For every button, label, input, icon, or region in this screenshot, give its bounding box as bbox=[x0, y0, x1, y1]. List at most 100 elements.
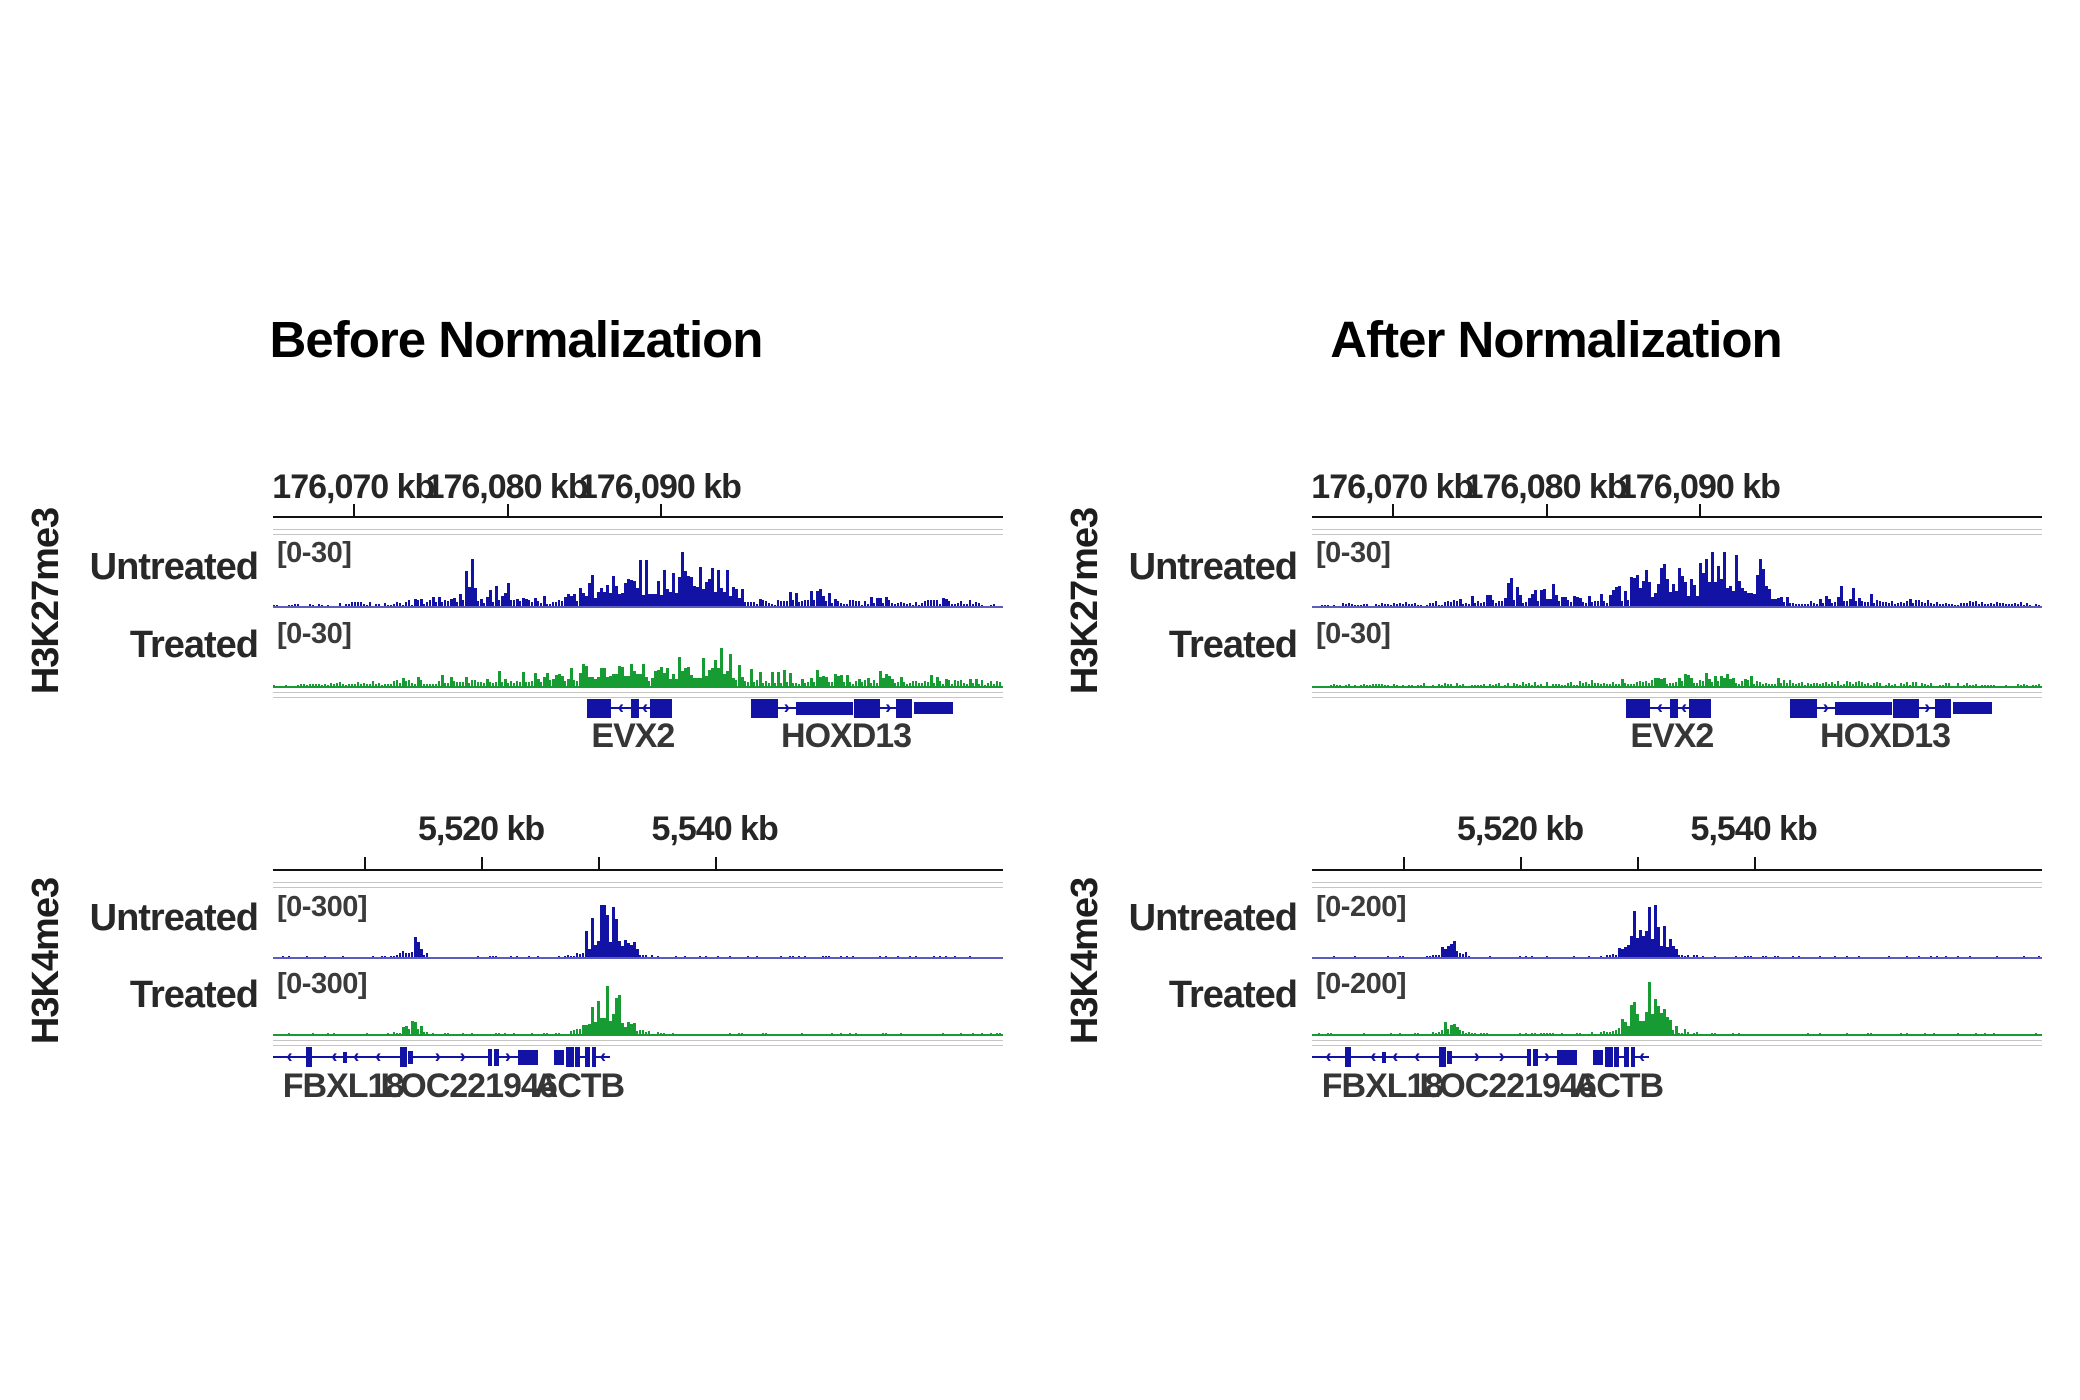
gene-strand-chevron-icon: ‹ bbox=[599, 1046, 607, 1068]
signal-bar bbox=[561, 601, 563, 606]
signal-bar bbox=[1420, 605, 1422, 606]
signal-bar bbox=[1696, 596, 1699, 606]
gene-exon bbox=[650, 698, 673, 718]
signal-bar bbox=[297, 685, 299, 686]
signal-bar bbox=[693, 678, 696, 686]
signal-bar bbox=[810, 591, 813, 606]
gene-intron-line bbox=[498, 1056, 518, 1058]
signal-bar bbox=[1981, 602, 1983, 606]
signal-bar bbox=[1909, 599, 1912, 606]
signal-bar bbox=[426, 1032, 428, 1034]
signal-bar bbox=[1924, 603, 1926, 606]
signal-bar bbox=[675, 956, 677, 957]
signal-bar bbox=[429, 684, 431, 686]
signal-bar bbox=[1444, 949, 1447, 957]
signal-bar bbox=[597, 1001, 600, 1034]
signal-bar bbox=[1630, 1005, 1633, 1034]
signal-bar bbox=[1324, 605, 1326, 606]
signal-bar bbox=[573, 1030, 575, 1034]
signal-bar bbox=[624, 676, 627, 686]
signal-bar bbox=[1675, 949, 1678, 957]
signal-bar bbox=[717, 668, 720, 686]
signal-bar bbox=[1777, 956, 1779, 957]
signal-bar bbox=[1972, 602, 1974, 606]
signal-bar bbox=[750, 669, 753, 686]
signal-bar bbox=[612, 576, 615, 606]
signal-bar bbox=[582, 664, 585, 686]
signal-bar bbox=[1795, 684, 1797, 686]
signal-bar bbox=[1378, 684, 1380, 686]
signal-bar bbox=[1450, 684, 1452, 686]
signal-bar bbox=[1498, 683, 1500, 686]
signal-bar bbox=[1894, 604, 1896, 606]
signal-bar bbox=[327, 605, 329, 606]
signal-bar bbox=[1447, 684, 1449, 686]
signal-bar bbox=[579, 588, 582, 606]
signal-bar bbox=[303, 684, 305, 686]
signal-bar bbox=[327, 685, 329, 686]
signal-bar bbox=[1711, 682, 1713, 686]
signal-bar bbox=[1648, 582, 1651, 606]
gene-intron-line bbox=[1537, 1056, 1557, 1058]
signal-bar bbox=[477, 601, 479, 606]
signal-bar bbox=[1756, 681, 1758, 686]
signal-bar bbox=[1948, 604, 1950, 606]
signal-bar bbox=[462, 1033, 464, 1034]
signal-bar bbox=[675, 593, 678, 606]
signal-bar bbox=[1552, 684, 1554, 686]
signal-bar bbox=[1525, 602, 1527, 606]
signal-bar bbox=[408, 953, 410, 957]
separator-line bbox=[273, 534, 1003, 535]
signal-bar bbox=[630, 580, 633, 606]
signal-bar bbox=[723, 592, 726, 606]
signal-bar bbox=[891, 603, 893, 606]
signal-bar bbox=[603, 668, 606, 686]
signal-bar bbox=[957, 603, 959, 606]
signal-bar bbox=[1459, 685, 1461, 686]
signal-bar bbox=[498, 1033, 500, 1034]
signal-bar bbox=[549, 604, 551, 606]
signal-bar bbox=[1792, 603, 1794, 606]
signal-bar bbox=[1714, 956, 1716, 957]
signal-bar bbox=[909, 683, 911, 686]
signal-bar bbox=[1945, 956, 1947, 957]
signal-bar bbox=[402, 605, 404, 606]
signal-bar bbox=[618, 666, 621, 686]
gene-name-label: FBXL18 bbox=[1321, 1067, 1444, 1105]
signal-bar bbox=[1558, 684, 1560, 686]
signal-bar bbox=[1348, 684, 1350, 686]
signal-bar bbox=[1765, 956, 1767, 957]
signal-bar bbox=[1651, 680, 1653, 686]
signal-bar bbox=[438, 681, 440, 686]
signal-bar bbox=[1855, 682, 1857, 686]
signal-bar bbox=[762, 683, 764, 686]
signal-bar bbox=[1654, 999, 1657, 1034]
signal-bar bbox=[1540, 1033, 1542, 1034]
signal-bar bbox=[426, 684, 428, 686]
gene-name-label: EVX2 bbox=[591, 717, 675, 755]
signal-bar bbox=[648, 1031, 650, 1034]
signal-bar bbox=[1519, 685, 1521, 686]
gene-exon bbox=[517, 1049, 538, 1065]
signal-bar bbox=[816, 670, 819, 686]
signal-bar bbox=[1849, 599, 1852, 606]
signal-bar bbox=[1720, 676, 1723, 686]
signal-bar bbox=[663, 570, 666, 606]
signal-bar bbox=[1411, 685, 1413, 686]
signal-bar bbox=[387, 684, 389, 686]
signal-bar bbox=[1666, 579, 1669, 606]
signal-bar bbox=[627, 1022, 630, 1034]
histone-mark-label: H3K27me3 bbox=[1064, 507, 1106, 695]
gene-exon bbox=[592, 1047, 597, 1067]
signal-bar bbox=[576, 601, 578, 606]
signal-bar bbox=[1657, 1006, 1660, 1034]
signal-bar bbox=[1828, 684, 1830, 686]
signal-bar bbox=[1663, 1009, 1666, 1034]
signal-bar bbox=[2038, 684, 2040, 686]
signal-bar bbox=[1747, 680, 1749, 686]
signal-bar bbox=[678, 577, 681, 606]
track-baseline bbox=[273, 686, 1003, 688]
signal-bar bbox=[1873, 603, 1875, 606]
signal-bar bbox=[1435, 955, 1437, 957]
signal-bar bbox=[306, 685, 308, 686]
